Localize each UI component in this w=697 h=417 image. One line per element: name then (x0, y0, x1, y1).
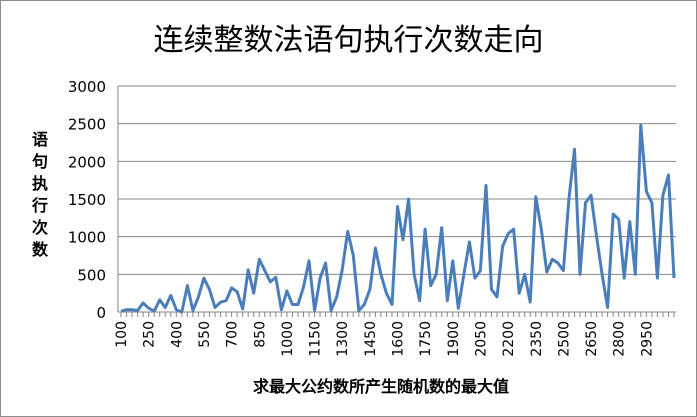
x-axis-title: 求最大公约数所产生随机数的最大值 (252, 377, 509, 396)
x-tick-label: 2050 (473, 321, 489, 357)
y-tick-label: 1000 (68, 229, 106, 247)
x-tick-label: 1750 (418, 321, 434, 357)
x-tick-label: 2500 (556, 321, 572, 357)
x-tick-label: 1900 (446, 321, 462, 357)
x-tick-label: 700 (225, 321, 241, 348)
x-tick-label: 1450 (363, 321, 379, 357)
y-tick-label: 1500 (68, 191, 106, 209)
x-tick-label: 1600 (391, 321, 407, 357)
x-tick-label: 2350 (529, 321, 545, 357)
x-tick-label: 2800 (612, 321, 628, 357)
y-axis-title: 语句执行次数 (31, 130, 48, 259)
y-tick-label: 3000 (68, 78, 106, 96)
chart-title: 连续整数法语句执行次数走向 (153, 23, 544, 58)
x-tick-label: 250 (142, 321, 158, 348)
y-tick-label: 500 (77, 266, 106, 284)
series-line (120, 123, 676, 314)
x-tick-label: 2650 (584, 321, 600, 357)
x-tick-label: 2200 (501, 321, 517, 357)
y-tick-label: 2000 (68, 153, 106, 171)
y-tick-label: 2500 (68, 116, 106, 134)
x-tick-label: 100 (114, 321, 130, 348)
y-tick-label: 0 (96, 304, 106, 322)
x-tick-label: 1300 (335, 321, 351, 357)
x-tick-label: 2950 (639, 321, 655, 357)
x-tick-label: 850 (252, 321, 268, 348)
x-tick-label: 550 (197, 321, 213, 348)
x-tick-label: 1150 (308, 321, 324, 357)
x-tick-label: 1000 (280, 321, 296, 357)
x-tick-label: 400 (169, 321, 185, 348)
